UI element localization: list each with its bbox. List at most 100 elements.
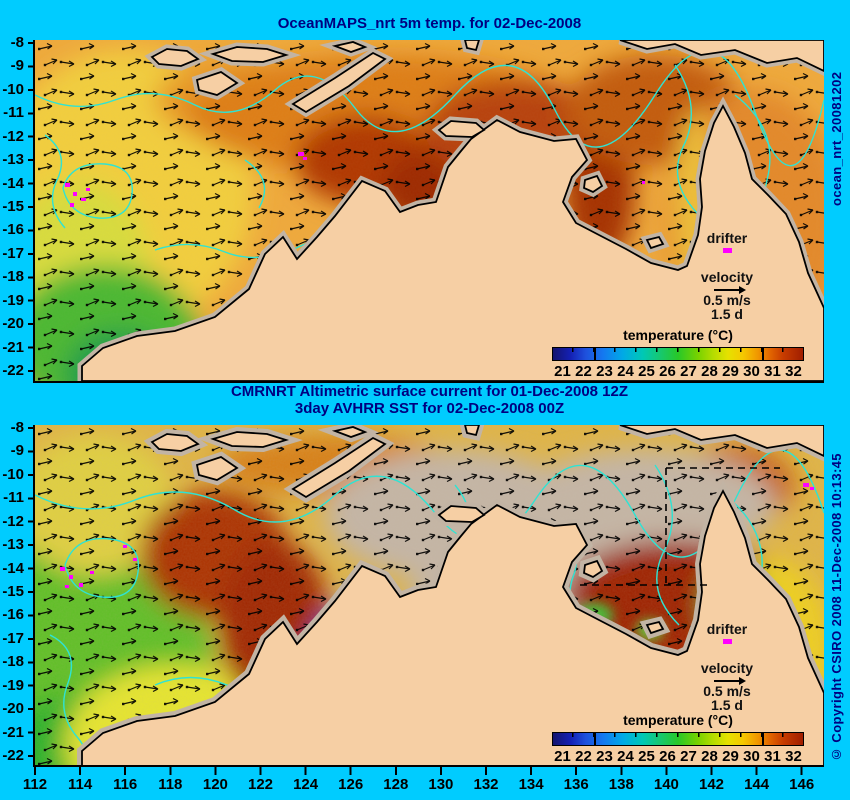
latitude-tick-label: -8: [10, 419, 24, 436]
latitude-tick-label: -20: [2, 700, 24, 718]
top-panel-title: OceanMAPS_nrt 5m temp. for 02-Dec-2008: [277, 15, 582, 32]
top-side-caption: ocean_nrt_20081202: [829, 71, 844, 206]
velocity-window: 1.5 d: [711, 306, 743, 322]
colorbar-tick-label: 31: [764, 748, 781, 765]
latitude-tick-label: -10: [2, 80, 24, 98]
velocity-label: velocity: [700, 269, 754, 285]
latitude-tick-label: -16: [2, 606, 24, 624]
survey-box-dashed: [580, 467, 780, 586]
longitude-tick-label: 140: [653, 776, 679, 793]
latitude-tick-label: -9: [10, 442, 24, 460]
colorbar-tick-label: 27: [680, 363, 697, 380]
bottom-panel-title-line2: 3day AVHRR SST for 02-Dec-2008 00Z: [294, 400, 565, 417]
latitude-tick-label: -15: [2, 198, 24, 215]
bottom-map-legend: drifter velocity 0.5 m/s 1.5 d: [672, 621, 782, 712]
velocity-scale: 0.5 m/s: [703, 683, 751, 699]
latitude-tick-label: -21: [2, 723, 24, 741]
velocity-arrow-icon: [714, 286, 746, 294]
longitude-tick-label: 122: [247, 776, 274, 793]
colorbar-tick-label: 22: [575, 748, 592, 765]
longitude-tick-label: 146: [789, 776, 815, 793]
colorbar-tick-label: 25: [638, 748, 655, 765]
longitude-tick-label: 112: [22, 776, 48, 793]
colorbar-tick-label: 26: [659, 363, 676, 380]
latitude-tick-label: -18: [2, 268, 24, 286]
latitude-tick-label: -10: [2, 465, 24, 483]
latitude-tick-label: -15: [2, 583, 24, 600]
bottom-panel-title: CMRNRT Altimetric surface current for 01…: [35, 383, 824, 417]
longitude-tick-label: 132: [473, 776, 499, 793]
top-colorbar: temperature (°C) 21 22 23 24 25 26 27 28 29 30 31 3…: [552, 327, 804, 380]
longitude-tick-label: 136: [563, 776, 589, 793]
drifter-marker-icon: [722, 639, 732, 644]
top-map: drifter velocity 0.5 m/s 1.5 d temperatu…: [33, 40, 824, 383]
longitude-tick-label: 126: [338, 776, 364, 793]
bottom-panel-title-line1: CMRNRT Altimetric surface current for 01…: [230, 383, 629, 400]
colorbar-tick-label: 27: [680, 748, 697, 765]
top-map-legend: drifter velocity 0.5 m/s 1.5 d: [672, 230, 782, 321]
longitude-tick-label: 130: [428, 776, 454, 793]
bottom-colorbar-title: temperature (°C): [623, 712, 733, 728]
colorbar-tick-label: 28: [701, 363, 718, 380]
colorbar-tick-label: 32: [785, 363, 802, 380]
latitude-tick-label: -21: [2, 338, 24, 356]
top-colorbar-ticks: 21 22 23 24 25 26 27 28 29 30 31 32: [552, 363, 804, 380]
latitude-tick-label: -22: [2, 362, 24, 380]
bottom-map: drifter velocity 0.5 m/s 1.5 d temperatu…: [33, 425, 824, 767]
bottom-colorbar: temperature (°C) 21 22 23 24 25 26 27 28 29 30 31 3…: [552, 712, 804, 765]
latitude-tick-label: -22: [2, 747, 24, 765]
colorbar-tick-label: 26: [659, 748, 676, 765]
bottom-drifter-tracks: [60, 483, 814, 588]
colorbar-tick-label: 23: [596, 748, 613, 765]
top-colorbar-title: temperature (°C): [623, 327, 733, 343]
latitude-tick-label: -11: [3, 104, 24, 122]
bottom-map-canvas: [35, 425, 824, 765]
top-map-canvas: [35, 40, 824, 381]
bottom-colorbar-ticks: 21 22 23 24 25 26 27 28 29 30 31 32: [552, 748, 804, 765]
bottom-latitude-axis: -8 -9 -10 -11 -12 -13 -14 -15 -16 -17 -18 -19 -20 -21…: [0, 420, 35, 766]
latitude-tick-label: -14: [2, 559, 24, 577]
bottom-colorbar-gradient: [552, 732, 804, 746]
colorbar-tick-label: 24: [617, 748, 634, 765]
longitude-tick-label: 134: [518, 776, 544, 793]
colorbar-tick-label: 30: [743, 363, 760, 380]
colorbar-tick-label: 29: [722, 363, 739, 380]
longitude-tick-label: 138: [608, 776, 634, 793]
colorbar-tick-label: 21: [554, 748, 571, 765]
latitude-tick-label: -18: [2, 653, 24, 671]
longitude-tick-label: 118: [158, 776, 183, 793]
latitude-tick-label: -19: [2, 676, 24, 694]
longitude-tick-label: 144: [744, 776, 770, 793]
latitude-tick-label: -17: [2, 244, 24, 262]
velocity-arrow-icon: [714, 677, 746, 685]
colorbar-tick-label: 30: [743, 748, 760, 765]
longitude-tick-label: 116: [113, 776, 138, 793]
top-drifter-tracks: [65, 152, 645, 207]
latitude-tick-label: -11: [3, 489, 24, 507]
latitude-tick-label: -14: [2, 174, 24, 192]
colorbar-tick-label: 23: [596, 363, 613, 380]
longitude-axis: 112 114 116 118 120 122 124 126 128 130 132 134 136 1…: [23, 767, 824, 800]
longitude-tick-label: 128: [383, 776, 409, 793]
latitude-tick-label: -13: [2, 151, 24, 169]
top-latitude-axis: -8 -9 -10 -11 -12 -13 -14 -15 -16 -17 -18 -19 -20 -21…: [0, 35, 35, 381]
colorbar-tick-label: 25: [638, 363, 655, 380]
drifter-label: drifter: [706, 621, 748, 637]
latitude-tick-label: -17: [2, 629, 24, 647]
latitude-tick-label: -12: [2, 127, 24, 145]
drifter-label: drifter: [706, 230, 748, 246]
colorbar-tick-label: 21: [554, 363, 571, 380]
velocity-label: velocity: [700, 660, 754, 676]
colorbar-tick-label: 28: [701, 748, 718, 765]
latitude-tick-label: -13: [2, 536, 24, 554]
longitude-tick-label: 142: [698, 776, 725, 793]
latitude-tick-label: -19: [2, 291, 24, 309]
colorbar-tick-label: 22: [575, 363, 592, 380]
latitude-tick-label: -9: [10, 57, 24, 75]
longitude-tick-label: 124: [293, 776, 319, 793]
colorbar-tick-label: 29: [722, 748, 739, 765]
drifter-marker-icon: [722, 248, 732, 253]
colorbar-tick-label: 24: [617, 363, 634, 380]
latitude-tick-label: -12: [2, 512, 24, 530]
